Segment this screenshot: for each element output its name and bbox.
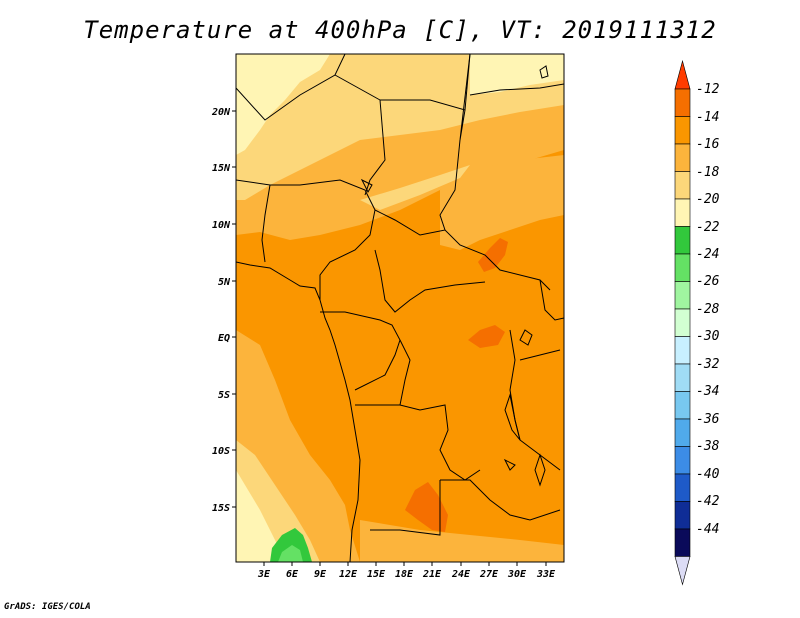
temp-band-minus16-south xyxy=(360,520,564,562)
grads-credit: GrADS: IGES/COLA xyxy=(4,602,91,612)
colorbar-swatch xyxy=(674,473,691,502)
lon-label: 21E xyxy=(422,569,442,580)
lat-label: 10S xyxy=(212,446,230,457)
colorbar-swatch xyxy=(674,143,691,172)
colorbar-label: -40 xyxy=(696,467,720,482)
colorbar-label: -36 xyxy=(696,412,720,427)
lon-label: 24E xyxy=(451,569,471,580)
temp-band-minus18-streak xyxy=(360,165,470,210)
colorbar-swatch xyxy=(674,308,691,337)
colorbar-label: -42 xyxy=(696,494,720,509)
lon-ticks xyxy=(263,562,547,566)
lon-label: 33E xyxy=(536,569,556,580)
temp-band-minus14-congo xyxy=(468,325,505,348)
country-borders xyxy=(236,54,564,562)
lat-label: 15N xyxy=(212,163,231,174)
colorbar-label: -44 xyxy=(696,522,719,537)
colorbar-swatch xyxy=(674,198,691,227)
colorbar-label: -12 xyxy=(696,82,720,97)
colorbar-swatch xyxy=(674,418,691,447)
colorbar-label: -14 xyxy=(696,110,719,125)
colorbar-label: -30 xyxy=(696,329,720,344)
colorbar-bottom-arrow xyxy=(674,556,691,586)
colorbar-label: -38 xyxy=(696,439,720,454)
temp-band-minus20-nw xyxy=(236,54,330,155)
colorbar-swatch xyxy=(674,363,691,392)
colorbar-label: -24 xyxy=(696,247,719,262)
colorbar-swatch xyxy=(674,391,691,420)
lon-label: 27E xyxy=(479,569,499,580)
temp-band-minus14-angola xyxy=(405,482,448,532)
lat-label: EQ xyxy=(218,333,230,344)
colorbar-top-arrow xyxy=(674,59,691,90)
lat-label: 5S xyxy=(218,390,230,401)
lon-label: 6E xyxy=(286,569,299,580)
map-title: Temperature at 400hPa [C], VT: 201911131… xyxy=(83,16,717,44)
lon-label: 3E xyxy=(257,569,271,580)
colorbar-swatch xyxy=(674,88,691,117)
lon-label: 15E xyxy=(367,569,386,580)
temp-band-minus22 xyxy=(270,528,312,562)
lat-ticks xyxy=(232,110,236,508)
colorbar-swatch xyxy=(674,226,691,255)
lon-label: 18E xyxy=(395,569,414,580)
temp-band-minus16-east xyxy=(440,155,564,250)
temp-band-minus20-sw xyxy=(236,470,285,562)
lat-label: 5N xyxy=(218,277,231,288)
colorbar-label: -28 xyxy=(696,302,720,317)
colorbar-swatch xyxy=(674,171,691,200)
colorbar xyxy=(674,59,691,586)
temp-band-minus24 xyxy=(278,545,303,562)
colorbar-swatch xyxy=(674,446,691,475)
lon-label: 12E xyxy=(339,569,358,580)
colorbar-swatch xyxy=(674,281,691,310)
temp-band-minus20-ne xyxy=(470,54,564,95)
lon-label: 9E xyxy=(314,569,327,580)
colorbar-swatch xyxy=(674,253,691,282)
colorbar-swatch xyxy=(674,501,691,530)
colorbar-label: -16 xyxy=(696,137,720,152)
lat-label: 20N xyxy=(211,107,231,118)
colorbar-label: -34 xyxy=(696,384,719,399)
map-plot-area xyxy=(236,54,564,562)
lon-label: 30E xyxy=(507,569,527,580)
colorbar-label: -26 xyxy=(696,274,720,289)
colorbar-swatch xyxy=(674,528,691,557)
colorbar-label: -20 xyxy=(696,192,720,207)
colorbar-label: -22 xyxy=(696,220,720,235)
map-frame xyxy=(235,53,565,563)
colorbar-swatch xyxy=(674,336,691,365)
temp-band-minus14-central-africa xyxy=(478,238,508,272)
lat-label: 10N xyxy=(212,220,231,231)
colorbar-swatch xyxy=(674,116,691,145)
lat-label: 15S xyxy=(212,503,230,514)
colorbar-label: -18 xyxy=(696,165,720,180)
colorbar-label: -32 xyxy=(696,357,720,372)
